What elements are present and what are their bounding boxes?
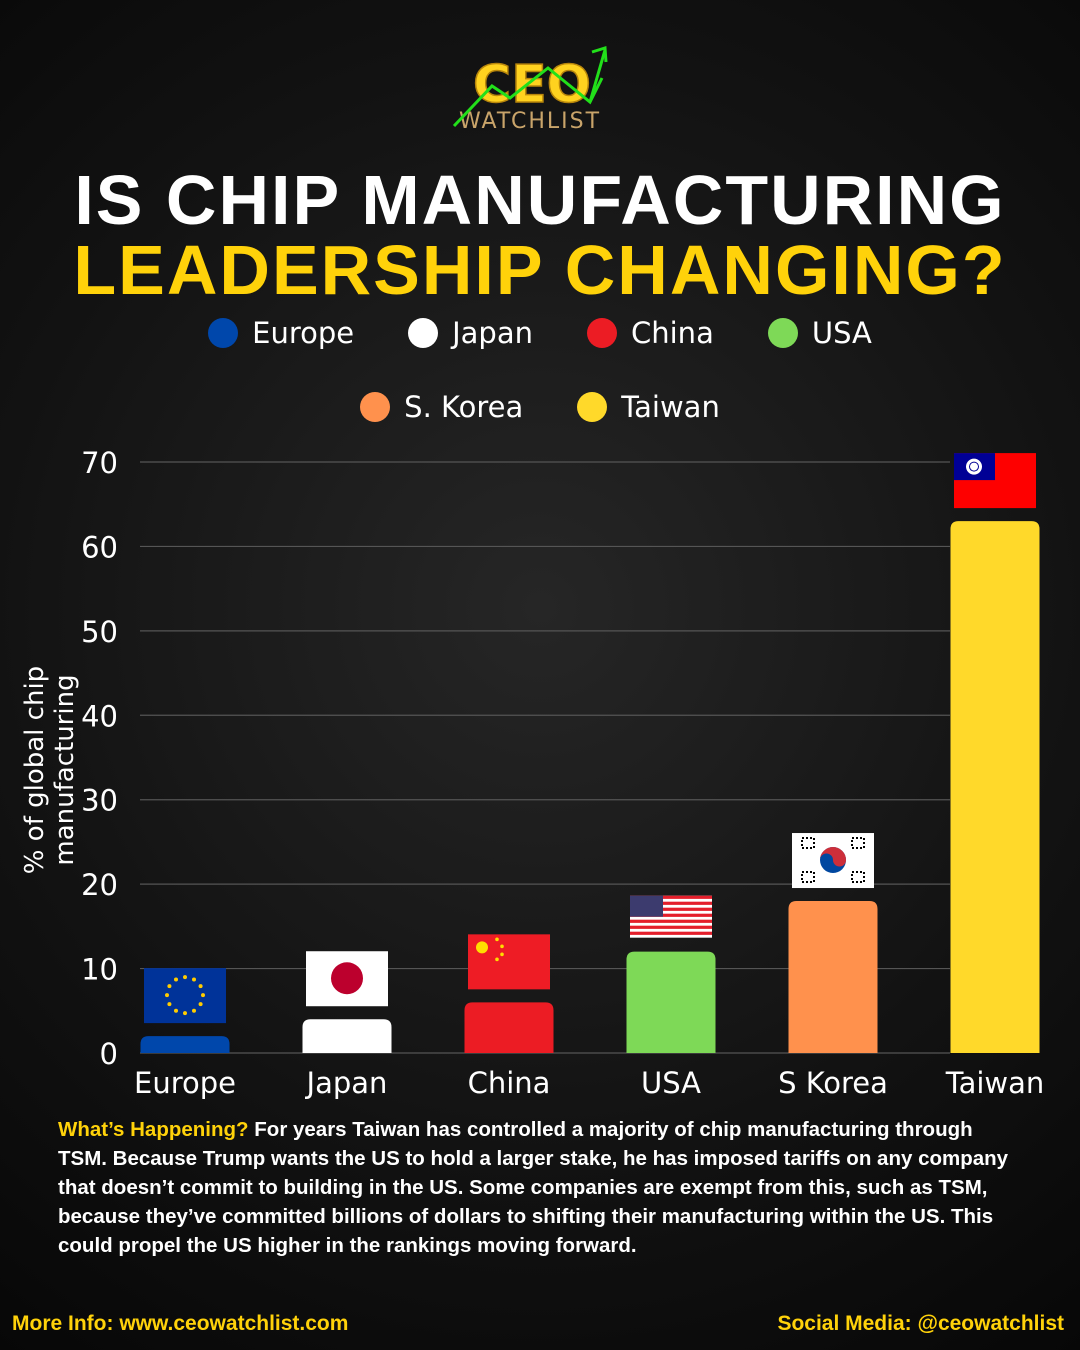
y-tick-label: 40 <box>81 699 118 733</box>
trigram <box>851 837 865 850</box>
star <box>500 952 504 957</box>
legend-item-usa: USA <box>767 316 872 350</box>
trigram <box>801 837 815 850</box>
y-axis-label: % of global chip manufacturing <box>20 665 80 875</box>
y-tick-label: 10 <box>81 953 118 987</box>
star <box>192 1008 196 1013</box>
legend-label: China <box>631 316 714 350</box>
legend-label: USA <box>811 316 872 350</box>
legend-item-japan: Japan <box>408 316 533 350</box>
y-tick-label: 60 <box>81 530 118 564</box>
footer-social: Social Media: @ceowatchlist <box>777 1312 1064 1335</box>
star <box>192 977 196 982</box>
star <box>174 1008 178 1013</box>
ceo-watchlist-logo: CEO WATCHLIST <box>440 40 640 140</box>
stripe <box>630 907 712 911</box>
canton <box>630 895 663 917</box>
y-tick-label: 50 <box>81 615 118 649</box>
star <box>183 975 187 980</box>
flag-south-korea-icon <box>792 833 874 889</box>
star <box>201 993 205 998</box>
x-tick-label: China <box>468 1066 551 1100</box>
stripe <box>630 913 712 917</box>
flag-japan-icon <box>306 951 388 1007</box>
legend-dot <box>767 318 798 348</box>
stripe <box>630 919 712 923</box>
x-tick-label: USA <box>641 1066 701 1100</box>
x-tick-label: Taiwan <box>945 1066 1045 1100</box>
legend-row-1: Europe Japan China USA <box>0 316 1080 350</box>
legend-item-europe: Europe <box>208 316 354 350</box>
svg-text:WATCHLIST: WATCHLIST <box>459 109 601 134</box>
stripe <box>630 895 712 899</box>
legend-item-china: China <box>587 316 714 350</box>
stripe <box>630 901 712 905</box>
trigram <box>851 871 865 884</box>
legend-label: Japan <box>452 316 533 350</box>
star <box>165 993 169 998</box>
legend-item-s-korea: S. Korea <box>360 390 523 424</box>
y-tick-label: 70 <box>81 446 118 480</box>
star <box>174 977 178 982</box>
legend-label: S. Korea <box>404 390 524 424</box>
bar-taiwan <box>950 521 1040 1053</box>
star <box>495 957 499 962</box>
star <box>198 984 203 989</box>
bar-china <box>464 1002 554 1053</box>
stripe <box>630 931 712 935</box>
flag-usa-icon <box>630 895 712 938</box>
flag-taiwan-icon <box>954 453 1036 509</box>
star <box>495 937 499 942</box>
x-tick-label: Japan <box>305 1066 388 1100</box>
stripe <box>630 925 712 929</box>
taeguk-red <box>820 847 846 867</box>
legend-item-taiwan: Taiwan <box>577 390 720 424</box>
x-tick-label: S Korea <box>778 1066 888 1100</box>
y-tick-label: 30 <box>81 784 118 818</box>
title-line-2: LEADERSHIP CHANGING? <box>73 231 1007 309</box>
trigram <box>801 871 815 884</box>
y-tick-label: 0 <box>100 1037 118 1071</box>
legend-label: Taiwan <box>621 390 720 424</box>
bar-europe <box>140 1036 230 1053</box>
bar-usa <box>626 951 716 1053</box>
svg-text:CEO: CEO <box>473 55 591 115</box>
legend-dot <box>408 318 439 348</box>
description-highlight: What’s Happening? <box>58 1118 249 1141</box>
sun-core <box>970 462 978 471</box>
bar-chart: 0 10 20 30 40 50 60 70 Europe Japan China USA S Kore… <box>81 446 1045 1100</box>
sun <box>331 962 363 995</box>
star <box>476 941 488 954</box>
title-line-1: IS CHIP MANUFACTURING <box>74 161 1006 239</box>
legend-dot <box>360 392 391 422</box>
bar-japan <box>302 1019 392 1053</box>
x-tick-label: Europe <box>134 1066 236 1100</box>
star <box>198 1002 203 1007</box>
flag-china-icon <box>468 934 550 990</box>
description-body: For years Taiwan has controlled a majori… <box>58 1118 1009 1257</box>
legend-dot <box>208 318 239 348</box>
legend-dot <box>587 318 617 348</box>
legend-row-2: S. Korea Taiwan <box>0 390 1080 424</box>
legend-dot <box>577 392 608 422</box>
bar-s-korea <box>788 901 878 1053</box>
y-tick-label: 20 <box>81 868 118 902</box>
star <box>500 944 504 949</box>
legend-label: Europe <box>252 316 355 350</box>
star <box>183 1011 187 1016</box>
footer-website: More Info: www.ceowatchlist.com <box>12 1312 349 1335</box>
description: What’s Happening? For years Taiwan has c… <box>58 1115 1018 1260</box>
flag-eu-icon <box>144 968 226 1024</box>
star <box>167 984 172 989</box>
star <box>167 1002 172 1007</box>
